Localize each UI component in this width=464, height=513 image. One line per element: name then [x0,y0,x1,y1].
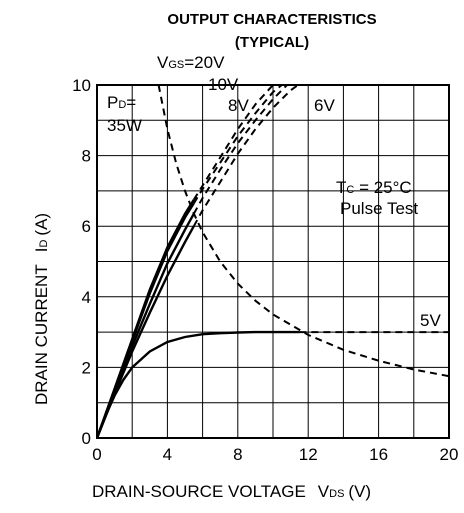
10v-label: 10V [208,75,239,94]
curve-pd-35w [157,85,449,378]
vgs-label: VGS=20V [157,53,225,72]
pd-label: PD= [107,93,136,112]
8v-label: 8V [228,96,249,115]
chart-title: OUTPUT CHARACTERISTICS [167,11,376,28]
curve-6v-dashed [192,85,300,227]
x-axis-label: DRAIN-SOURCE VOLTAGE VDS (V) [92,482,371,501]
pulse-test-label: Pulse Test [340,199,418,218]
curve-10v-dashed [192,85,284,204]
tick-labels: 0 4 8 12 16 20 0 2 4 6 8 10 [72,76,458,464]
5v-label: 5V [420,311,441,330]
y-tick-label: 6 [82,217,91,236]
curve-8v-dashed [192,85,289,215]
grid [97,85,449,438]
x-tick-label: 0 [92,445,101,464]
curve-5v-solid [97,330,300,438]
curve-vgs-20v-dashed [192,85,275,201]
x-tick-label: 12 [299,445,318,464]
y-axis-label: DRAIN CURRENTID(A) [32,213,51,405]
y-tick-label: 8 [82,147,91,166]
x-tick-label: 8 [233,445,242,464]
y-tick-label: 0 [82,429,91,448]
x-tick-label: 4 [163,445,172,464]
annotations: VGS=20V 10V 8V 6V 5V PD= 35W TC = 25°C P… [107,53,441,330]
x-tick-label: 16 [369,445,388,464]
curves [97,85,449,438]
x-tick-label: 20 [440,445,459,464]
plot-frame [96,84,450,439]
y-tick-label: 2 [82,358,91,377]
y-tick-label: 10 [72,76,91,95]
curve-group [97,85,449,438]
6v-label: 6V [314,96,335,115]
pd-value-label: 35W [107,116,142,135]
chart-subtitle: (TYPICAL) [235,34,309,51]
tc-label: TC = 25°C [336,178,412,197]
y-tick-label: 4 [82,288,91,307]
